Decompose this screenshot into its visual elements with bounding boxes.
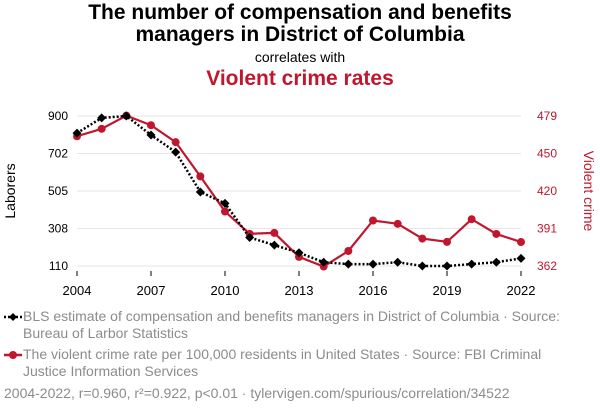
series-1-point: [220, 198, 230, 208]
series-1-point: [245, 233, 255, 243]
series-1-point: [393, 257, 403, 267]
x-tick-label: 2022: [507, 283, 536, 298]
series-1-point: [195, 187, 205, 197]
y-right-tick-label: 450: [537, 147, 557, 161]
series-2-point: [369, 216, 377, 225]
y-right-tick-label: 362: [537, 259, 557, 273]
y-right-axis-label: Violent crime: [581, 151, 597, 232]
series-2-point: [97, 124, 106, 133]
series-2-point: [467, 215, 476, 224]
series-2-point: [492, 229, 501, 238]
y-left-tick-label: 900: [48, 109, 68, 123]
series-2-point: [147, 121, 155, 130]
series-1-point: [294, 248, 304, 258]
chart-subtitle: correlates with: [254, 49, 346, 65]
series-2-point: [171, 138, 180, 147]
x-tick-label: 2013: [285, 283, 314, 298]
y-right-tick-label: 479: [537, 109, 557, 123]
x-tick-label: 2007: [137, 283, 166, 298]
chart-title-secondary: Violent crime rates: [206, 67, 394, 90]
series-2-point: [344, 247, 353, 255]
series-1-point: [97, 113, 107, 123]
series-1-point: [343, 259, 353, 269]
y-right-tick-label: 420: [537, 184, 557, 198]
series-2-point: [418, 234, 427, 243]
x-tick-label: 2019: [433, 283, 462, 298]
y-left-axis-label: Laborers: [2, 163, 18, 218]
series-1-point: [171, 147, 181, 157]
series-1-point: [121, 111, 131, 121]
y-right-tick-label: 391: [537, 222, 557, 236]
chart-title: The number of compensation and benefits …: [0, 2, 600, 46]
series-1-point: [368, 259, 378, 269]
series-1-point: [319, 257, 329, 267]
x-tick-label: 2016: [359, 283, 388, 298]
x-tick-label: 2010: [211, 283, 240, 298]
series-2-point: [221, 207, 229, 216]
series-1-point: [491, 257, 501, 267]
series-1-point: [72, 128, 82, 138]
y-left-tick-label: 308: [48, 222, 68, 236]
series-1-point: [516, 253, 526, 263]
chart-title-line1: The number of compensation and benefits: [88, 1, 512, 24]
series-1-point: [417, 261, 427, 271]
y-left-tick-label: 110: [49, 259, 68, 273]
line-chart: 110 362 308 391 505 420 702 450 900 479 2004 2007 20…: [2, 109, 597, 298]
legend-label-series-2: The violent crime rate per 100,000 resid…: [23, 346, 542, 379]
series-1-point: [467, 259, 477, 269]
legend-label-series-1: BLS estimate of compensation and benefit…: [23, 308, 560, 341]
series-1-point: [442, 261, 452, 271]
series-1-point: [269, 240, 279, 250]
series-1-point: [146, 130, 156, 140]
y-left-tick-label: 702: [48, 147, 68, 161]
series-2-point: [443, 237, 451, 246]
y-left-tick-label: 505: [48, 184, 68, 198]
series-2-point: [393, 219, 402, 228]
legend-marker-series-2: [4, 351, 22, 359]
chart-title-line2: managers in District of Columbia: [135, 23, 465, 46]
series-2-point: [270, 228, 279, 237]
legend-marker-series-1: [4, 313, 22, 321]
series-2-point: [196, 172, 205, 181]
series-2-point: [517, 238, 525, 247]
x-tick-label: 2004: [63, 283, 92, 298]
footer-stats: 2004-2022, r=0.960, r²=0.922, p<0.01 · t…: [4, 385, 510, 401]
